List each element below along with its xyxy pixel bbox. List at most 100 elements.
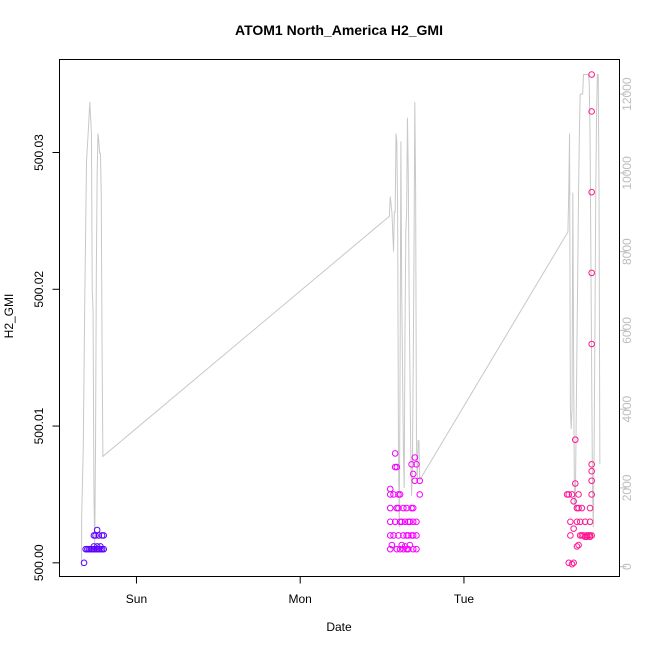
data-point [390,532,397,539]
data-point [586,504,594,512]
data-point [588,108,595,115]
pressure-line [81,73,601,567]
y-axis-label: H2_GMI [2,294,16,339]
y-tick-label: 500.03 [32,134,46,171]
h2-gmi-point-series [80,71,595,568]
data-point [580,532,587,539]
y2-tick-label: 12000 [620,77,634,111]
x-tick-label: Mon [289,592,312,606]
x-tick-label: Tue [454,592,475,606]
data-point [575,504,582,512]
data-point [588,269,595,277]
data-point [573,543,581,550]
data-point [388,541,396,549]
data-point [588,532,595,539]
data-point [413,461,420,468]
data-point [386,532,394,539]
data-point [416,491,424,498]
data-point [95,532,103,539]
data-point [588,477,595,485]
data-point [404,545,412,553]
y2-tick-label: 6000 [620,317,634,344]
data-point [386,485,394,493]
data-point [570,525,577,532]
data-point [386,504,394,512]
data-point [568,491,576,498]
data-point [573,518,581,526]
y2-tick-label: 2000 [620,474,634,501]
data-point [396,491,404,498]
data-point [409,532,417,539]
data-point [393,545,401,553]
data-point [568,560,576,568]
data-point [575,541,582,549]
x-axis-label: Date [326,620,352,634]
data-point [586,518,594,526]
data-point [411,454,419,461]
data-point [400,532,407,539]
data-point [390,491,397,498]
data-point [401,518,409,526]
data-point [588,71,595,78]
x-tick-label: Sun [126,592,147,606]
y2-tick-label: 8000 [620,238,634,265]
data-point [565,559,573,567]
y-tick-label: 500.01 [32,407,46,444]
data-point [409,504,417,512]
data-point [404,532,412,539]
data-point [396,545,404,553]
data-point [575,491,582,498]
data-point [567,532,574,539]
y2-tick-label: 0 [620,563,634,570]
data-point [395,532,402,539]
pressure-line-series [81,73,601,567]
y2-tick-label: 10000 [620,156,634,190]
data-point [571,436,579,444]
data-point [588,188,595,196]
data-point [588,340,595,348]
data-point [409,470,417,478]
data-point [571,480,579,487]
data-point [576,518,584,526]
data-point [581,518,589,526]
data-point [393,463,401,471]
data-point [570,497,577,505]
data-point [403,504,410,512]
data-point [400,504,407,512]
y2-tick-label: 4000 [620,395,634,422]
data-point [588,491,595,498]
data-point [100,545,108,553]
data-point [413,518,420,526]
y-tick-label: 500.02 [32,271,46,308]
data-point [386,545,394,553]
data-point [391,518,399,526]
data-point [411,477,419,485]
data-point [588,467,595,475]
data-point [565,491,573,498]
data-point [398,518,406,526]
data-point [386,518,394,526]
chart-title: ATOM1 North_America H2_GMI [235,22,443,38]
data-point [80,559,88,567]
data-point [409,545,417,553]
data-point [416,477,424,485]
data-point [408,461,415,468]
data-point [406,541,414,549]
data-point [406,518,414,526]
data-point [588,461,595,468]
data-point [567,518,574,526]
data-point [578,504,586,512]
data-point [413,532,420,539]
data-point [413,545,420,553]
y-tick-label: 500.00 [32,544,46,581]
data-point [395,504,402,512]
data-point [409,518,417,526]
plot-frame [59,59,620,577]
data-point [391,450,399,457]
data-point [100,532,108,539]
data-point [586,533,594,541]
data-point [570,559,577,567]
data-point [398,541,406,549]
